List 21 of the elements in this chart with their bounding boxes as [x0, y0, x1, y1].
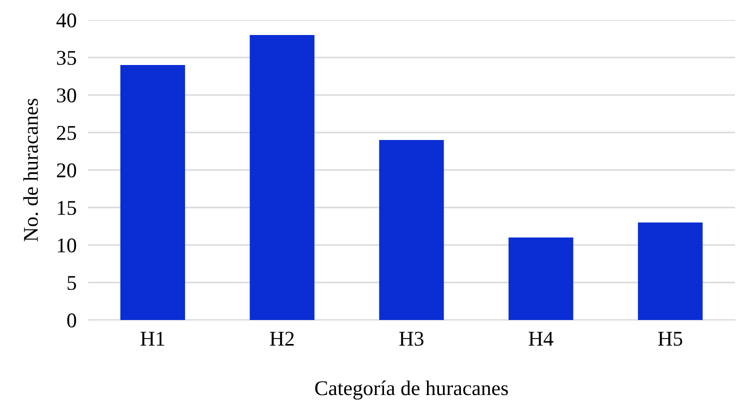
- y-tick-label: 35: [57, 50, 76, 65]
- bar: [379, 140, 444, 320]
- y-tick-label: 5: [68, 276, 76, 290]
- y-tick-label: 30: [57, 88, 76, 102]
- y-tick-label: 0: [67, 313, 76, 328]
- x-tick-label: H3: [399, 332, 424, 346]
- y-tick-label: 25: [56, 126, 76, 140]
- x-tick-label: H2: [270, 332, 294, 346]
- y-tick-label: 20: [56, 163, 76, 178]
- y-tick-label: 15: [58, 200, 76, 215]
- bar: [638, 222, 703, 320]
- x-axis-title: Categoría de huracanes: [315, 380, 508, 400]
- bar: [120, 65, 186, 320]
- y-tick-label: 10: [58, 238, 76, 252]
- x-tick-label: H1: [140, 332, 164, 346]
- bar: [508, 238, 574, 320]
- x-tick-label: H5: [658, 332, 682, 346]
- x-tick-label: H4: [528, 332, 554, 346]
- bar: [250, 35, 314, 320]
- y-axis-title: No. de huracanes: [23, 98, 38, 242]
- y-tick-label: 40: [56, 13, 76, 28]
